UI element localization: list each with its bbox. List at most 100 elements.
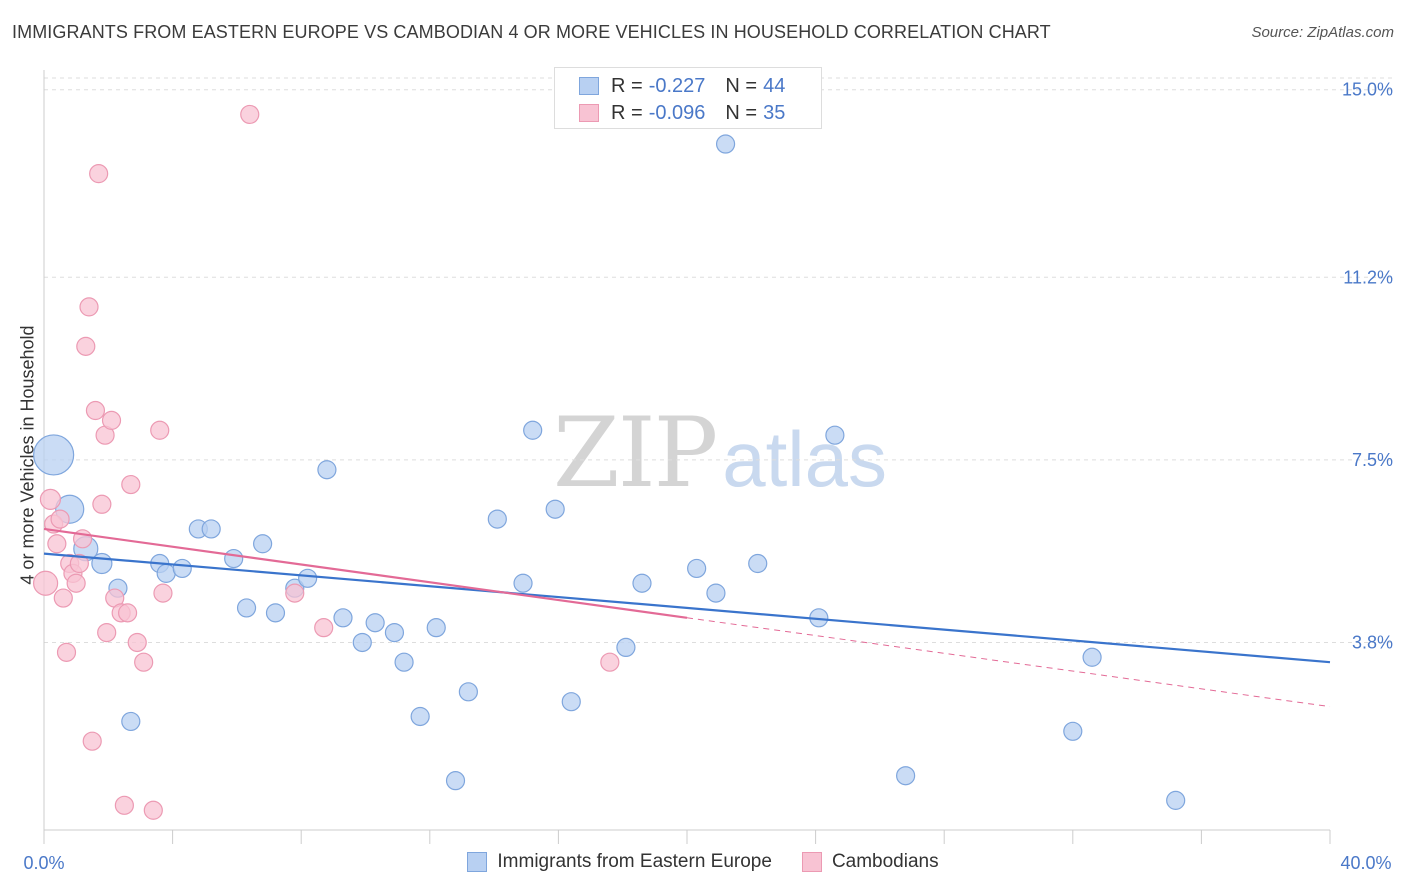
eastern-europe-point bbox=[706, 583, 726, 603]
y-tick-label: 11.2% bbox=[1343, 267, 1393, 287]
cambodian-point bbox=[101, 410, 122, 430]
eastern-europe-point bbox=[253, 534, 273, 554]
series-label: Immigrants from Eastern Europe bbox=[497, 851, 772, 872]
legend-n-label: N = bbox=[725, 101, 758, 124]
legend-r-label: R = bbox=[611, 74, 643, 97]
eastern-europe-point bbox=[561, 692, 581, 712]
eastern-europe-point bbox=[333, 608, 353, 628]
eastern-europe-point bbox=[317, 460, 337, 480]
eastern-europe-point bbox=[523, 420, 543, 440]
watermark: ZIPatlas bbox=[553, 405, 887, 502]
eastern-europe-point bbox=[687, 558, 707, 579]
legend-row-blue: R = -0.227 N = 44 bbox=[579, 73, 785, 99]
watermark-zip: ZIP bbox=[553, 397, 718, 509]
legend-n-value: 35 bbox=[763, 101, 786, 124]
eastern-europe-point bbox=[616, 637, 636, 658]
eastern-europe-point bbox=[1063, 721, 1083, 741]
y-tick-label: 7.5% bbox=[1352, 450, 1393, 470]
eastern-europe-point bbox=[236, 598, 257, 618]
legend-n-label: N = bbox=[725, 74, 758, 97]
eastern-europe-point bbox=[748, 553, 768, 574]
legend-r-value: -0.096 bbox=[648, 101, 706, 124]
series-legend-item-cambodians: Cambodians bbox=[801, 851, 939, 873]
cambodian-point bbox=[285, 583, 305, 603]
cambodian-point bbox=[127, 632, 147, 653]
cambodian-point bbox=[600, 652, 620, 672]
cambodian-trend-line-extension bbox=[686, 617, 1331, 708]
eastern-europe-point bbox=[715, 134, 736, 154]
eastern-europe-point bbox=[156, 563, 176, 583]
cambodian-point bbox=[50, 509, 70, 529]
cambodian-point bbox=[153, 583, 173, 603]
cambodian-point bbox=[143, 800, 163, 820]
legend-swatch-pink bbox=[579, 104, 599, 122]
y-tick-label: 15.0% bbox=[1342, 80, 1393, 100]
x-tick-label: 40.0% bbox=[1340, 853, 1391, 873]
cambodian-point bbox=[314, 618, 334, 638]
cambodian-point bbox=[47, 534, 67, 554]
eastern-europe-point bbox=[445, 771, 466, 791]
eastern-europe-point bbox=[825, 425, 845, 445]
eastern-europe-point bbox=[365, 613, 385, 633]
cambodian-point bbox=[82, 731, 102, 751]
eastern-europe-point bbox=[410, 706, 430, 727]
cambodian-point bbox=[134, 652, 154, 672]
eastern-europe-point bbox=[458, 682, 478, 702]
cambodian-point bbox=[79, 297, 99, 317]
series-swatch-pink bbox=[801, 852, 822, 872]
eastern-europe-point bbox=[394, 652, 414, 672]
cambodian-point bbox=[92, 494, 112, 514]
eastern-europe-point bbox=[384, 622, 405, 643]
eastern-europe-point bbox=[224, 548, 244, 569]
eastern-europe-point bbox=[121, 711, 141, 732]
eastern-europe-point bbox=[91, 552, 113, 575]
eastern-europe-point bbox=[1166, 790, 1186, 810]
eastern-europe-point bbox=[33, 434, 75, 476]
legend-swatch-blue bbox=[579, 77, 599, 95]
cambodian-point bbox=[39, 488, 62, 510]
cambodian-point bbox=[33, 570, 59, 596]
eastern-europe-point bbox=[265, 603, 286, 623]
cambodian-point bbox=[89, 164, 109, 184]
eastern-europe-point bbox=[896, 766, 916, 786]
series-swatch-blue bbox=[467, 852, 488, 872]
chart-title: IMMIGRANTS FROM EASTERN EUROPE VS CAMBOD… bbox=[12, 22, 1051, 42]
legend-r-value: -0.227 bbox=[648, 74, 706, 97]
legend-r-label: R = bbox=[611, 101, 643, 124]
cambodian-point bbox=[240, 104, 260, 125]
eastern-europe-point bbox=[426, 618, 446, 638]
cambodian-point bbox=[76, 336, 96, 356]
eastern-europe-point bbox=[545, 499, 565, 519]
cambodian-point bbox=[66, 573, 86, 593]
eastern-europe-point bbox=[172, 558, 192, 579]
cambodian-point bbox=[114, 795, 134, 815]
series-legend: Immigrants from Eastern Europe Cambodian… bbox=[0, 851, 1406, 873]
legend-n-value: 44 bbox=[763, 74, 786, 97]
eastern-europe-point bbox=[632, 573, 652, 593]
eastern-europe-point bbox=[1082, 647, 1102, 667]
cambodian-point bbox=[117, 603, 138, 623]
x-tick-label: 0.0% bbox=[23, 853, 64, 873]
cambodian-point bbox=[53, 588, 73, 608]
watermark-atlas: atlas bbox=[722, 415, 887, 503]
cambodian-point bbox=[97, 622, 117, 643]
y-tick-label: 3.8% bbox=[1352, 632, 1393, 652]
eastern-europe-point bbox=[352, 632, 372, 653]
correlation-legend: R = -0.227 N = 44 R = -0.096 N = 35 bbox=[554, 67, 822, 129]
eastern-europe-point bbox=[201, 519, 221, 539]
cambodian-point bbox=[85, 400, 106, 421]
eastern-europe-point bbox=[487, 509, 507, 529]
cambodian-point bbox=[69, 553, 89, 574]
eastern-europe-point bbox=[513, 573, 533, 593]
cambodian-point bbox=[121, 474, 141, 495]
series-legend-item-eastern-europe: Immigrants from Eastern Europe bbox=[467, 851, 772, 873]
cambodian-point bbox=[150, 420, 170, 440]
series-label: Cambodians bbox=[831, 851, 939, 872]
cambodian-trend-line bbox=[43, 527, 688, 619]
eastern-europe-point bbox=[298, 568, 318, 588]
legend-row-pink: R = -0.096 N = 35 bbox=[579, 100, 785, 126]
eastern-europe-trend-line bbox=[43, 552, 1331, 664]
cambodian-point bbox=[56, 642, 77, 662]
source-label: Source: ZipAtlas.com bbox=[1251, 24, 1394, 41]
